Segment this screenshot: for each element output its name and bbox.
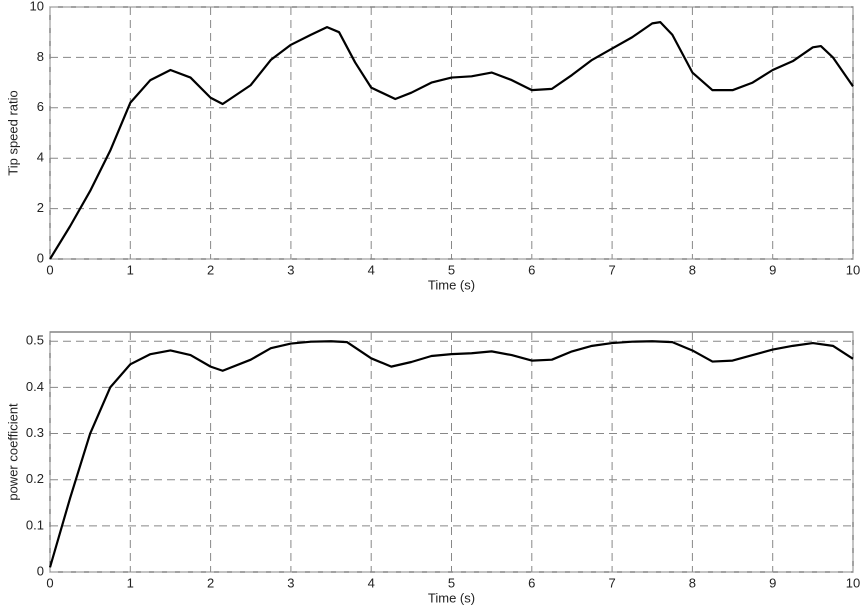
- y-tick-label: 0: [37, 563, 44, 578]
- x-tick-label: 0: [46, 575, 53, 590]
- data-line: [49, 21, 854, 260]
- x-tick-label: 3: [287, 262, 294, 277]
- x-axis-label: Time (s): [428, 590, 475, 605]
- y-tick-label: 2: [37, 200, 44, 215]
- x-axis-label: Time (s): [428, 277, 475, 292]
- x-tick-label: 7: [608, 262, 615, 277]
- x-tick-label: 2: [207, 575, 214, 590]
- x-tick-label: 6: [528, 262, 535, 277]
- x-tick-label: 8: [689, 262, 696, 277]
- x-tick-label: 0: [46, 262, 53, 277]
- x-tick-label: 4: [368, 262, 375, 277]
- x-tick-label: 10: [846, 575, 860, 590]
- x-tick-label: 6: [528, 575, 535, 590]
- y-tick-label: 6: [37, 99, 44, 114]
- y-tick-label: 0.4: [26, 379, 44, 394]
- x-tick-label: 1: [127, 262, 134, 277]
- y-tick-label: 4: [37, 150, 44, 165]
- x-tick-label: 5: [448, 575, 455, 590]
- x-tick-label: 4: [368, 575, 375, 590]
- x-tick-label: 3: [287, 575, 294, 590]
- x-tick-label: 9: [769, 575, 776, 590]
- x-tick-label: 10: [846, 262, 860, 277]
- x-tick-label: 9: [769, 262, 776, 277]
- y-tick-label: 0: [37, 250, 44, 265]
- x-tick-label: 5: [448, 262, 455, 277]
- data-line: [48, 340, 854, 568]
- y-tick-label: 0.5: [26, 333, 44, 348]
- y-tick-label: 8: [37, 49, 44, 64]
- x-tick-label: 7: [608, 575, 615, 590]
- y-tick-label: 10: [30, 0, 44, 13]
- x-tick-label: 1: [127, 575, 134, 590]
- y-axis-label: power coefficient: [5, 403, 20, 501]
- y-axis-label: Tip speed ratio: [5, 90, 20, 176]
- x-tick-label: 2: [207, 262, 214, 277]
- x-tick-label: 8: [689, 575, 696, 590]
- y-tick-label: 0.1: [26, 517, 44, 532]
- y-tick-label: 0.2: [26, 471, 44, 486]
- y-tick-label: 0.3: [26, 425, 44, 440]
